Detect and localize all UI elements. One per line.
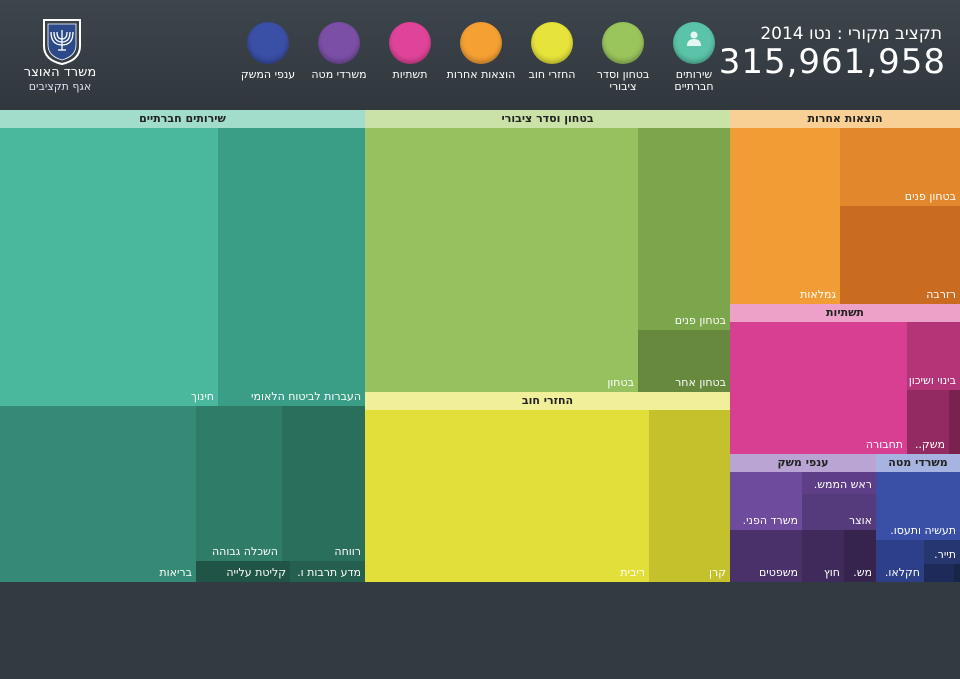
cell-label: בינוי ושיכון	[908, 374, 956, 387]
cell-label: קרן	[708, 566, 726, 579]
treemap-cell-principal[interactable]: קרן	[649, 410, 730, 582]
legend-other[interactable]: הוצאות אחרות	[445, 22, 517, 81]
treemap-cell-interior[interactable]: משרד הפני.	[730, 472, 802, 530]
cell-label: משק..	[914, 438, 945, 451]
cell-label: קליטת עלייה	[226, 566, 286, 579]
legend-label: שירותים חברתיים	[674, 68, 714, 93]
cell-label: גמלאות	[800, 288, 836, 301]
treemap-cell-higher-ed[interactable]: השכלה גבוהה	[196, 406, 282, 561]
cell-label: חקלאו.	[884, 566, 920, 579]
budget-label: תקציב מקורי : נטו 2014	[760, 24, 942, 44]
treemap-cell-science[interactable]: מדע תרבות ו.	[290, 561, 365, 582]
treemap-cell-reserve[interactable]: רזרבה	[840, 206, 960, 304]
cell-label: תעשיה ותעסו.	[890, 524, 956, 537]
legend-label: החזרי חוב	[528, 68, 576, 81]
treemap-cell-internal-security[interactable]: בטחון פנים	[638, 128, 730, 330]
ministry-subtitle: אגף תקציבים	[28, 80, 92, 93]
person-icon	[687, 31, 701, 46]
legend-economy[interactable]: ענפי המשק	[232, 22, 304, 81]
budget-treemap: שירותים חברתיים חינוך העברות לביטוח הלאו…	[0, 110, 960, 582]
treemap-cell-foreign[interactable]: חוץ	[802, 530, 844, 582]
ministry-name: משרד האוצר	[23, 65, 97, 80]
group-header-economy[interactable]: ענפי משק	[730, 454, 876, 472]
legend-label: ענפי המשק	[240, 68, 296, 81]
treemap-cell-health[interactable]: בריאות	[0, 406, 196, 582]
cell-label: רווחה	[334, 545, 361, 558]
cell-label: בטחון אחר	[675, 376, 726, 389]
treemap-cell-absorption[interactable]: קליטת עלייה	[196, 561, 290, 582]
cell-label: בטחון	[607, 376, 634, 389]
treemap-cell-hq-tiny[interactable]	[954, 564, 960, 582]
treemap-cell-insurance[interactable]: העברות לביטוח הלאומי	[218, 128, 365, 406]
group-header-debt[interactable]: החזרי חוב	[365, 392, 730, 410]
budget-total: 315,961,958	[718, 42, 946, 82]
legend-infra[interactable]: תשתיות	[374, 22, 446, 81]
treemap-cell-infra-small[interactable]	[949, 390, 960, 454]
treemap-cell-tourism[interactable]: תייר.	[924, 540, 960, 564]
group-header-security[interactable]: בטחון וסדר ציבורי	[365, 110, 730, 128]
bottom-panel	[0, 582, 960, 679]
treemap-cell-welfare[interactable]: רווחה	[282, 406, 365, 561]
treemap-cell-treasury[interactable]: אוצר	[802, 494, 876, 530]
ministry-title: משרד האוצר אגף תקציבים	[10, 66, 110, 94]
legend-swatch[interactable]	[389, 22, 431, 64]
legend-swatch[interactable]	[247, 22, 289, 64]
legend-label: תשתיות	[392, 68, 428, 81]
header-bar: משרד האוצר אגף תקציבים תקציב מקורי : נטו…	[0, 0, 960, 110]
cell-label: תייר.	[934, 548, 956, 561]
treemap-cell-hq-small[interactable]	[924, 564, 954, 582]
cell-label: מדע תרבות ו.	[297, 566, 361, 579]
cell-label: חינוך	[191, 390, 214, 403]
treemap-cell-pm-office[interactable]: ראש הממש.	[802, 472, 876, 494]
cell-label: בריאות	[159, 566, 192, 579]
treemap-cell-other-internal[interactable]: בטחון פנים	[840, 128, 960, 206]
legend-hq[interactable]: משרדי מטה	[303, 22, 375, 81]
legend-swatch[interactable]	[602, 22, 644, 64]
group-header-hq[interactable]: משרדי מטה	[876, 454, 960, 472]
group-header-social[interactable]: שירותים חברתיים	[0, 110, 365, 128]
treemap-cell-agriculture[interactable]: חקלאו.	[876, 540, 924, 582]
legend-debt[interactable]: החזרי חוב	[516, 22, 588, 81]
treemap-cell-pensions[interactable]: גמלאות	[730, 128, 840, 304]
cell-label: בטחון פנים	[904, 190, 956, 203]
cell-label: חוץ	[823, 566, 840, 579]
cell-label: העברות לביטוח הלאומי	[251, 390, 361, 403]
legend-swatch[interactable]	[673, 22, 715, 64]
legend-swatch[interactable]	[460, 22, 502, 64]
treemap-cell-interest[interactable]: ריבית	[365, 410, 649, 582]
legend-security[interactable]: בטחון וסדר ציבורי	[587, 22, 659, 93]
treemap-cell-education[interactable]: חינוך	[0, 128, 218, 406]
treemap-cell-economy-misc[interactable]: מש.	[844, 530, 876, 582]
cell-label: ראש הממש.	[813, 478, 872, 491]
state-emblem-icon	[43, 19, 81, 66]
cell-label: תחבורה	[865, 438, 903, 451]
cell-label: משפטים	[758, 566, 798, 579]
legend-label: הוצאות אחרות	[446, 68, 516, 81]
cell-label: מש.	[853, 566, 872, 579]
group-header-other[interactable]: הוצאות אחרות	[730, 110, 960, 128]
cell-label: משרד הפני.	[742, 514, 798, 527]
legend-label: משרדי מטה	[311, 68, 367, 81]
legend-social[interactable]: שירותים חברתיים	[658, 22, 730, 93]
treemap-cell-justice[interactable]: משפטים	[730, 530, 802, 582]
treemap-cell-transport[interactable]: תחבורה	[730, 322, 907, 454]
legend-label: בטחון וסדר ציבורי	[596, 68, 650, 93]
treemap-cell-defense[interactable]: בטחון	[365, 128, 638, 392]
cell-label: רזרבה	[926, 288, 956, 301]
treemap-cell-housing[interactable]: בינוי ושיכון	[907, 322, 960, 390]
legend-swatch[interactable]	[531, 22, 573, 64]
treemap-cell-infra-misc[interactable]: משק..	[907, 390, 949, 454]
legend-swatch[interactable]	[318, 22, 360, 64]
cell-label: השכלה גבוהה	[212, 545, 278, 558]
group-header-infra[interactable]: תשתיות	[730, 304, 960, 322]
cell-label: בטחון פנים	[674, 314, 726, 327]
cell-label: ריבית	[620, 566, 645, 579]
treemap-cell-other-security[interactable]: בטחון אחר	[638, 330, 730, 392]
cell-label: אוצר	[848, 514, 872, 527]
treemap-cell-industry[interactable]: תעשיה ותעסו.	[876, 472, 960, 540]
